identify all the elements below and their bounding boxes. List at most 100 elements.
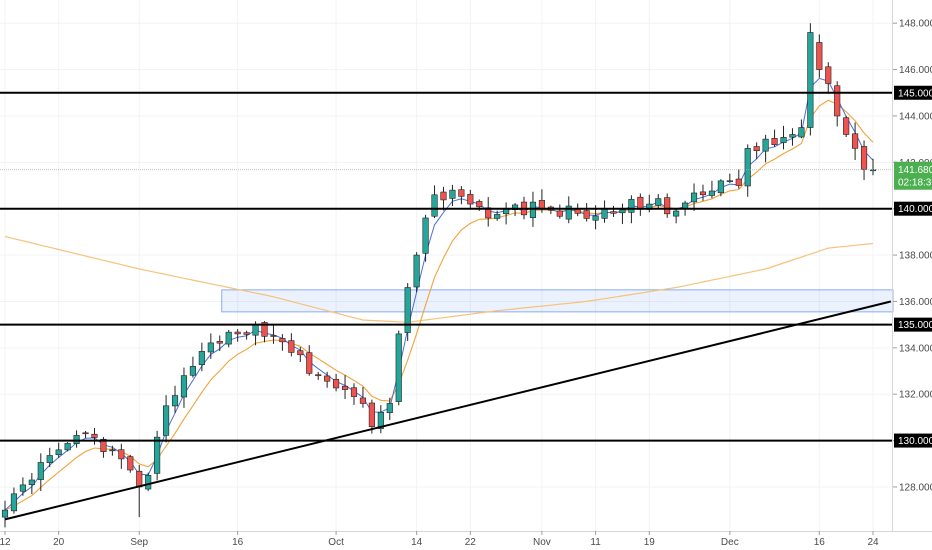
x-tick-label: 16: [814, 537, 826, 548]
candle-body: [145, 475, 152, 490]
y-tick-label: 148.000: [899, 19, 932, 30]
candle-body: [341, 385, 349, 390]
candle: [10, 487, 18, 514]
candle: [225, 329, 232, 348]
candle-body: [154, 436, 161, 474]
candle: [467, 189, 474, 210]
ema-short-line: [4, 77, 874, 511]
candle: [306, 345, 313, 376]
candle-body: [404, 287, 411, 333]
candle: [207, 333, 214, 359]
candle: [744, 144, 751, 197]
candle: [699, 184, 707, 201]
x-tick-label: 19: [644, 537, 656, 548]
candle: [556, 204, 563, 219]
candle-body: [207, 342, 214, 353]
trendline[interactable]: [4, 300, 892, 521]
candle-body: [744, 148, 751, 187]
candle-body: [270, 335, 277, 337]
candle: [395, 330, 402, 406]
candle: [825, 62, 832, 94]
time-axis[interactable]: 12 20 Sep 16 Oct 14 22 Nov 11 19 Dec 16 24: [0, 531, 879, 548]
candle-body: [717, 180, 724, 194]
candle: [162, 395, 170, 443]
candle-body: [234, 331, 241, 335]
candle-body: [118, 449, 125, 460]
candle-body: [440, 191, 447, 201]
candle: [664, 193, 671, 218]
candle-body: [816, 42, 823, 70]
candle-body: [324, 375, 331, 382]
candle: [458, 186, 465, 205]
candle-body: [288, 340, 295, 353]
candle-body: [359, 397, 367, 404]
zone-rectangle[interactable]: [221, 289, 894, 313]
candle-body: [368, 402, 375, 427]
candle: [816, 34, 823, 78]
candle: [341, 375, 349, 400]
candle: [145, 472, 152, 492]
supply-demand-zone[interactable]: [221, 289, 894, 313]
price-axis[interactable]: 128.000 130.000 132.000 134.000 136.000 138.0…: [893, 19, 932, 494]
candle: [717, 179, 724, 197]
candle-body: [189, 366, 196, 376]
ema-mid-line: [4, 99, 874, 511]
candle-body: [279, 338, 286, 343]
candle: [726, 173, 733, 183]
grid: [0, 0, 892, 531]
candle: [359, 387, 367, 408]
candle-body: [538, 200, 545, 209]
candle-body: [91, 433, 98, 438]
candle: [180, 367, 188, 408]
candle: [19, 477, 26, 496]
candle-body: [852, 133, 859, 149]
candle-body: [807, 32, 814, 128]
level-axis-label: 145.000: [898, 88, 932, 99]
candle-body: [225, 331, 232, 345]
x-tick-label: Dec: [721, 537, 739, 548]
x-tick-label: Oct: [328, 537, 344, 548]
candle-body: [467, 194, 474, 205]
level-axis-tag: [894, 317, 932, 332]
candle: [279, 334, 286, 351]
candle-body: [64, 443, 71, 451]
candle-body: [10, 493, 18, 512]
candle: [1, 500, 9, 528]
candle: [762, 134, 769, 163]
candle-body: [565, 205, 572, 220]
countdown-timer: 02:18:37: [898, 178, 932, 189]
candle-body: [28, 479, 35, 485]
horizontal-levels[interactable]: [0, 91, 892, 442]
candle: [297, 347, 304, 362]
y-tick-label: 136.000: [899, 297, 932, 308]
candle-body: [798, 127, 805, 138]
candle: [798, 119, 805, 139]
candle: [55, 442, 62, 458]
level-axis-tag: [894, 85, 932, 100]
candle: [852, 122, 859, 160]
candle-body: [162, 405, 170, 436]
candle: [333, 373, 340, 392]
candle: [771, 129, 778, 147]
candle-body: [73, 435, 80, 444]
candle: [494, 210, 501, 221]
candle: [82, 430, 89, 439]
candle: [368, 399, 375, 434]
x-tick-label: Sep: [130, 537, 148, 548]
y-tick-label: 144.000: [899, 111, 932, 122]
candle-body: [82, 432, 89, 435]
candle: [843, 115, 850, 137]
candle-body: [216, 341, 223, 344]
candle: [37, 453, 44, 491]
candle-body: [628, 199, 635, 213]
candle-body: [37, 462, 44, 480]
candle-body: [431, 194, 438, 217]
candle: [413, 252, 420, 293]
candle-body: [377, 411, 384, 429]
candle: [288, 333, 295, 357]
level-axis-tag: [894, 433, 932, 448]
candle-body: [673, 210, 680, 217]
x-tick-label: Nov: [533, 537, 551, 548]
trendline-segment[interactable]: [4, 300, 892, 521]
